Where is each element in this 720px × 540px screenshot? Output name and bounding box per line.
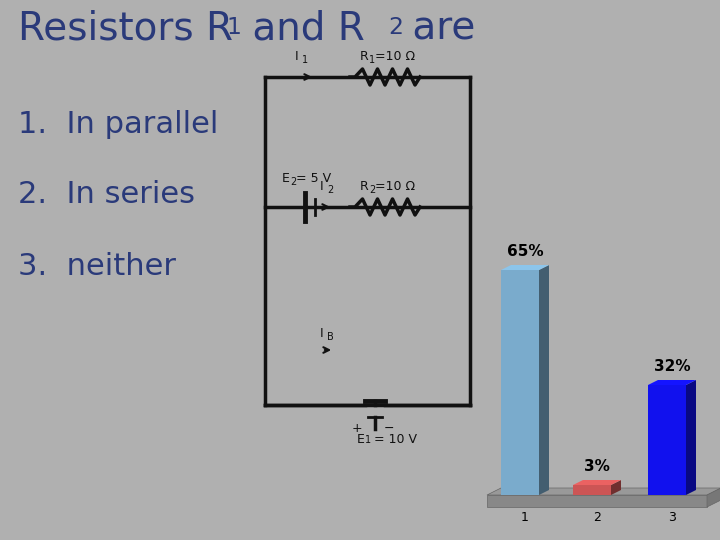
Bar: [573, 485, 611, 495]
Text: I: I: [295, 50, 299, 63]
Polygon shape: [707, 488, 720, 507]
Text: 2: 2: [290, 177, 296, 187]
Text: I: I: [320, 327, 323, 340]
Text: 1: 1: [521, 511, 529, 524]
Text: E: E: [282, 172, 290, 185]
Polygon shape: [611, 480, 621, 495]
Text: 65%: 65%: [507, 244, 544, 259]
Text: Resistors R: Resistors R: [18, 10, 233, 48]
Text: R: R: [360, 50, 369, 63]
Text: = 10 V: = 10 V: [370, 433, 417, 446]
Text: 1.  In parallel: 1. In parallel: [18, 110, 218, 139]
Polygon shape: [501, 265, 549, 270]
Text: I: I: [320, 180, 323, 193]
Bar: [501, 270, 539, 495]
Polygon shape: [648, 380, 696, 385]
Polygon shape: [539, 265, 549, 495]
Text: 1: 1: [302, 55, 308, 65]
Bar: [487, 495, 707, 507]
Text: 2: 2: [369, 185, 375, 195]
Text: R: R: [360, 180, 369, 193]
Text: 1: 1: [226, 16, 241, 39]
Text: −: −: [384, 422, 395, 435]
Text: 2.  In series: 2. In series: [18, 180, 195, 209]
Text: are: are: [400, 10, 475, 48]
Text: E: E: [357, 433, 365, 446]
Text: 1: 1: [365, 435, 371, 445]
Text: +: +: [351, 422, 362, 435]
Bar: [648, 385, 686, 495]
Text: 3%: 3%: [584, 459, 610, 474]
Text: 3.  neither: 3. neither: [18, 252, 176, 281]
Text: 32%: 32%: [654, 359, 690, 374]
Text: =10 Ω: =10 Ω: [375, 50, 415, 63]
Polygon shape: [573, 480, 621, 485]
Text: 2: 2: [327, 185, 333, 195]
Text: 3: 3: [668, 511, 676, 524]
Text: B: B: [327, 332, 334, 342]
Polygon shape: [487, 488, 720, 495]
Text: 2: 2: [388, 16, 403, 39]
Polygon shape: [686, 380, 696, 495]
Text: 1: 1: [369, 55, 375, 65]
Text: = 5 V: = 5 V: [296, 172, 331, 185]
Text: 2: 2: [593, 511, 601, 524]
Text: =10 Ω: =10 Ω: [375, 180, 415, 193]
Text: and R: and R: [240, 10, 365, 48]
